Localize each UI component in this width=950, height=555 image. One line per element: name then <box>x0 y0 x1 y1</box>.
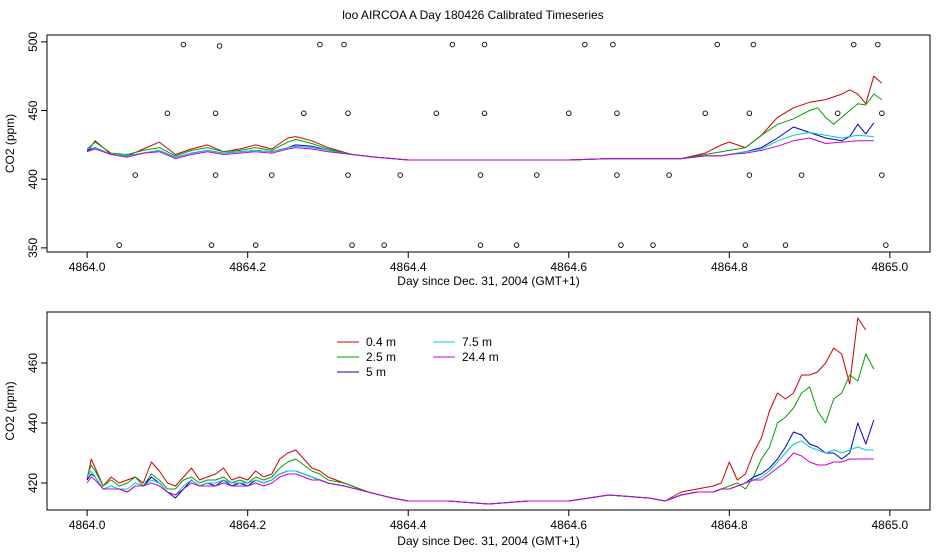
legend-label: 7.5 m <box>462 335 492 349</box>
legend: 0.4 m2.5 m5 m 7.5 m24.4 m <box>337 335 499 379</box>
series-line-3 <box>87 132 874 161</box>
data-point <box>614 172 620 178</box>
plot-frame <box>46 34 931 253</box>
data-point <box>610 41 616 48</box>
series-line-2 <box>86 122 875 161</box>
data-point <box>702 110 708 117</box>
x-axis-title: Day since Dec. 31, 2004 (GMT+1) <box>397 534 579 548</box>
data-point <box>481 110 488 117</box>
data-point <box>477 242 484 248</box>
data-point <box>650 242 656 248</box>
x-tick-label: 4864.0 <box>69 260 106 274</box>
data-point <box>614 110 620 117</box>
top-panel: 4864.0 4864.2 4864.4 4864.6 4864.8 4865.0 350 4… <box>3 32 931 288</box>
data-point <box>566 110 572 117</box>
data-point <box>513 242 520 248</box>
data-point <box>132 172 139 178</box>
data-point <box>345 172 351 178</box>
data-point <box>746 110 753 117</box>
data-point <box>349 242 355 248</box>
data-point <box>883 242 889 248</box>
data-point <box>533 172 540 178</box>
plot-frame <box>46 311 931 511</box>
data-point <box>180 41 187 48</box>
series-line-2-5-m <box>86 353 875 505</box>
data-point <box>381 242 387 248</box>
data-point <box>212 110 219 117</box>
data-point <box>212 172 219 178</box>
data-point <box>879 172 885 178</box>
x-axis-title: Day since Dec. 31, 2004 (GMT+1) <box>397 274 579 288</box>
data-point <box>582 41 588 48</box>
series-line-5-m <box>86 419 875 505</box>
y-axis-title: CO2 (ppm) <box>3 381 17 440</box>
legend-label: 24.4 m <box>462 350 499 364</box>
data-point <box>252 242 259 248</box>
data-point <box>341 41 347 48</box>
x-tick-label: 4864.2 <box>229 260 266 274</box>
data-point <box>397 172 403 178</box>
bottom-panel: 4864.0 4864.2 4864.4 4864.6 4864.8 4865.0 420 4… <box>3 311 931 548</box>
series-line-4 <box>86 137 874 161</box>
x-tick-label: 4864.8 <box>711 518 748 532</box>
data-point <box>116 242 122 248</box>
data-point <box>834 110 841 117</box>
y-tick-label: 500 <box>26 32 40 52</box>
plot-area <box>86 317 875 505</box>
data-point <box>875 41 881 48</box>
x-tick-label: 4864.0 <box>69 518 106 532</box>
x-tick-label: 4865.0 <box>872 260 909 274</box>
data-point <box>850 41 857 48</box>
y-tick-label: 420 <box>26 473 40 493</box>
data-point <box>666 172 672 178</box>
data-point <box>618 242 624 248</box>
y-tick-label: 440 <box>26 413 40 433</box>
legend-label: 5 m <box>366 365 386 379</box>
series-line-24-4-m <box>86 452 874 505</box>
legend-label: 2.5 m <box>366 350 396 364</box>
data-point <box>782 242 789 248</box>
data-point <box>879 110 885 117</box>
x-tick-label: 4865.0 <box>872 518 909 532</box>
data-point <box>798 172 805 178</box>
x-tick-label: 4864.4 <box>390 518 427 532</box>
data-point <box>449 41 456 48</box>
y-tick-label: 460 <box>26 353 40 373</box>
x-tick-label: 4864.2 <box>229 518 266 532</box>
x-tick-label: 4864.4 <box>390 260 427 274</box>
data-point <box>742 242 749 248</box>
y-tick-label: 350 <box>26 238 40 258</box>
legend-label: 0.4 m <box>366 335 396 349</box>
data-point <box>477 172 484 178</box>
data-point <box>746 172 753 178</box>
data-point <box>345 110 351 117</box>
x-tick-label: 4864.6 <box>550 518 587 532</box>
data-point <box>750 41 757 48</box>
data-point <box>301 110 307 117</box>
data-point <box>269 172 275 178</box>
data-point <box>714 41 721 48</box>
y-tick-label: 450 <box>26 100 40 120</box>
x-tick-label: 4864.6 <box>550 260 587 274</box>
y-tick-label: 400 <box>26 169 40 189</box>
plot-area <box>86 41 889 248</box>
y-axis-title: CO2 (ppm) <box>3 114 17 173</box>
data-point <box>216 43 223 49</box>
data-point <box>317 41 323 48</box>
data-point <box>433 110 440 117</box>
x-tick-label: 4864.8 <box>711 260 748 274</box>
data-point <box>481 41 488 48</box>
data-point <box>208 242 215 248</box>
data-point <box>164 110 171 117</box>
figure-title: loo AIRCOA A Day 180426 Calibrated Times… <box>342 8 603 22</box>
